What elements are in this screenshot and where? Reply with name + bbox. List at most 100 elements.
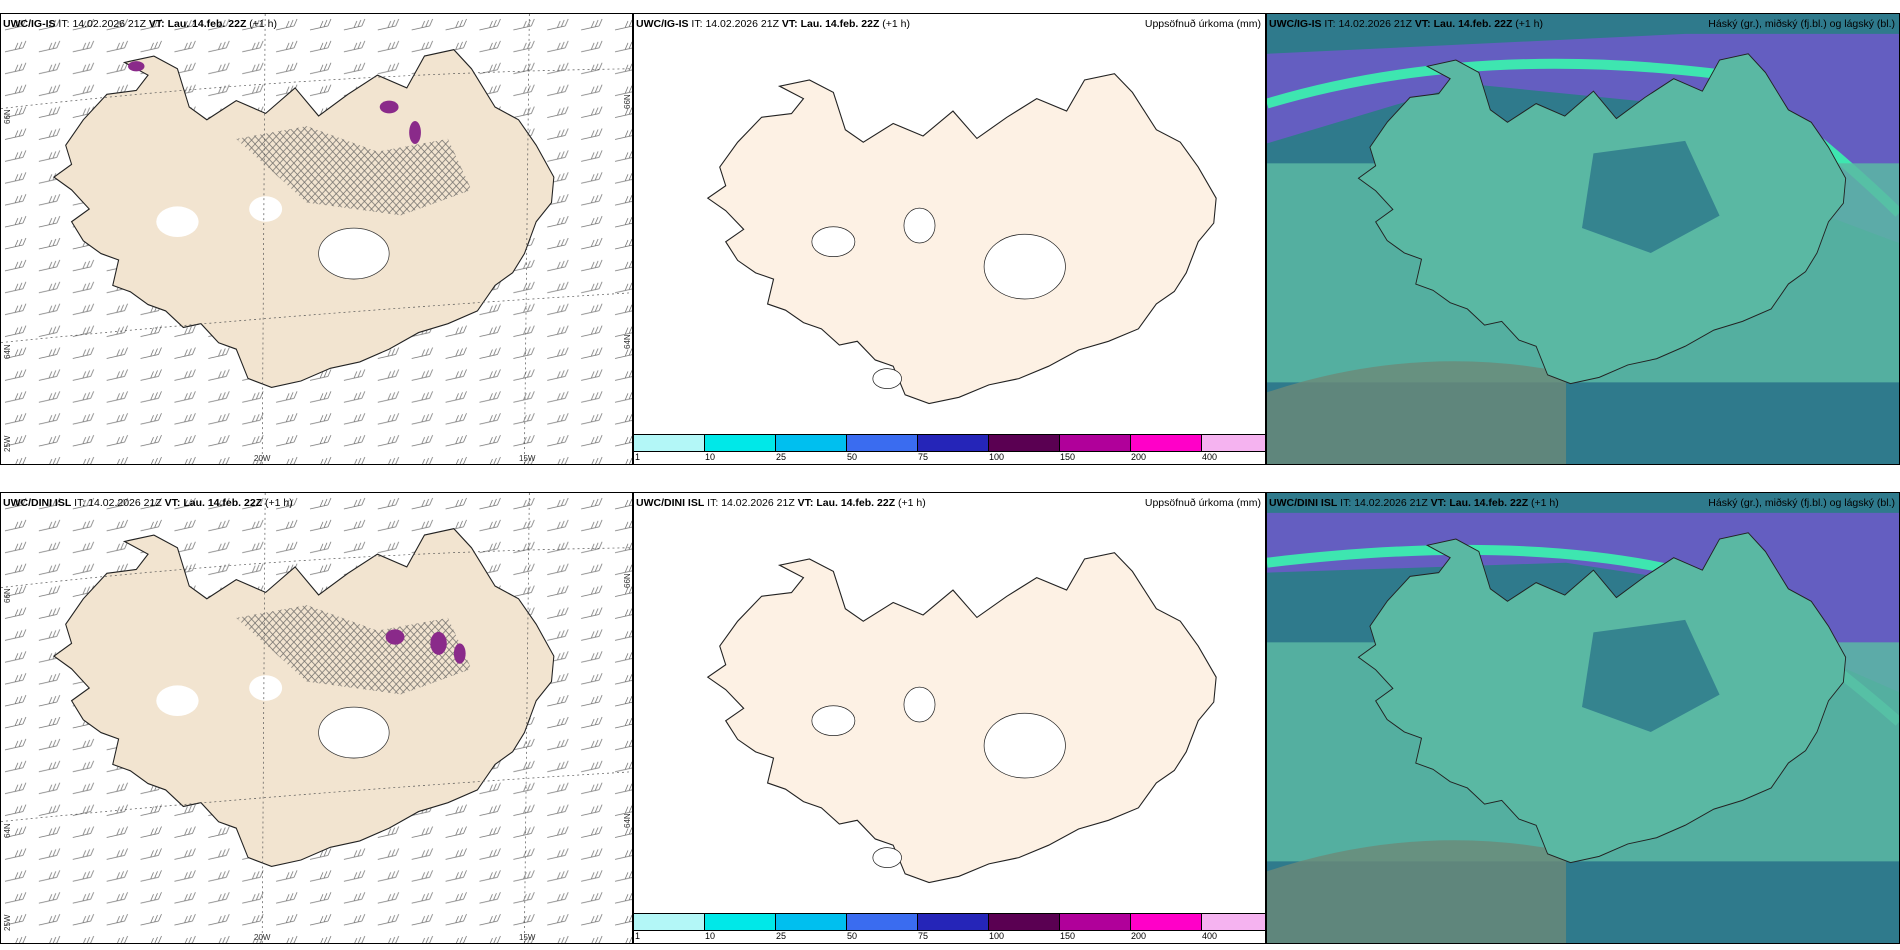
cb-label: 400: [1202, 452, 1218, 462]
model-name: UWC/DINI ISL: [3, 497, 72, 509]
panel-header: UWC/IG-IS IT: 14.02.2026 21Z VT: Lau. 14…: [1269, 18, 1543, 30]
cb-swatch: [1060, 914, 1131, 930]
lead-time: (+1 h): [898, 497, 926, 509]
cb-swatch: [1131, 435, 1202, 451]
accumulated-precip-panel-row2: UWC/DINI ISL IT: 14.02.2026 21Z VT: Lau.…: [633, 492, 1266, 944]
map-canvas: [707, 73, 1217, 405]
cb-label: 75: [918, 931, 929, 941]
field-title: Háský (gr.), miðský (fj.bl.) og lágský (…: [1708, 18, 1895, 30]
cb-label: 10: [705, 452, 716, 462]
cb-label: 50: [847, 931, 858, 941]
wind-precip-panel-row2: UWC/DINI ISL IT: 14.02.2026 21Z VT: Lau.…: [0, 492, 633, 944]
lead-time: (+1 h): [265, 497, 293, 509]
valid-time: VT: Lau. 14.feb. 22Z: [1414, 18, 1513, 30]
cb-label: 10: [705, 931, 716, 941]
it-label: IT:: [691, 18, 703, 30]
it-label: IT:: [1324, 18, 1336, 30]
cb-swatch: [776, 435, 847, 451]
cb-label: 200: [1131, 452, 1147, 462]
model-name: UWC/DINI ISL: [636, 497, 705, 509]
cb-swatch: [705, 914, 776, 930]
lat-label-66-east: 66N: [623, 573, 632, 588]
map-canvas: [1267, 14, 1899, 464]
precip-colorbar: [634, 913, 1265, 931]
cb-swatch: [705, 435, 776, 451]
cb-label: 100: [989, 452, 1005, 462]
cb-swatch: [1060, 435, 1131, 451]
cb-swatch: [1131, 914, 1202, 930]
init-time: 14.02.2026 21Z: [705, 18, 779, 30]
panel-header: UWC/IG-IS IT: 14.02.2026 21Z VT: Lau. 14…: [636, 18, 910, 30]
init-time: 14.02.2026 21Z: [1338, 18, 1412, 30]
cb-swatch: [989, 435, 1060, 451]
iceland-landmass: [707, 552, 1217, 884]
cb-label: 100: [989, 931, 1005, 941]
panel-header: UWC/DINI ISL IT: 14.02.2026 21Z VT: Lau.…: [1269, 497, 1559, 509]
cb-swatch: [847, 435, 918, 451]
cb-label: 25: [776, 931, 787, 941]
panel-header: UWC/IG-IS IT: 14.02.2026 21Z VT: Lau. 14…: [3, 18, 277, 30]
lon-label-20: 20W: [254, 454, 271, 463]
lead-time: (+1 h): [249, 18, 278, 30]
precip-colorbar: [634, 434, 1265, 452]
init-time: 14.02.2026 21Z: [72, 18, 146, 30]
map-canvas: [1, 493, 632, 943]
cb-label: 1: [635, 452, 641, 462]
it-label: IT:: [707, 497, 719, 509]
init-time: 14.02.2026 21Z: [721, 497, 795, 509]
lat-label-66-east: 66N: [623, 94, 632, 109]
cb-label: 150: [1060, 452, 1076, 462]
lon-label-20: 20W: [254, 933, 271, 942]
init-time: 14.02.2026 21Z: [1354, 497, 1428, 509]
panel-header: UWC/DINI ISL IT: 14.02.2026 21Z VT: Lau.…: [636, 497, 926, 509]
model-name: UWC/IG-IS: [636, 18, 689, 30]
lead-time: (+1 h): [882, 18, 911, 30]
cb-swatch: [918, 914, 989, 930]
it-label: IT:: [74, 497, 86, 509]
model-name: UWC/IG-IS: [3, 18, 56, 30]
iceland-landmass: [707, 73, 1217, 405]
cb-label: 200: [1131, 931, 1147, 941]
map-canvas: [1267, 493, 1899, 943]
init-time: 14.02.2026 21Z: [88, 497, 162, 509]
panel-header: UWC/DINI ISL IT: 14.02.2026 21Z VT: Lau.…: [3, 497, 293, 509]
lon-label-15: 15W: [519, 454, 536, 463]
cb-swatch: [1202, 914, 1265, 930]
cb-swatch: [776, 914, 847, 930]
cb-label: 25: [776, 452, 787, 462]
model-name: UWC/IG-IS: [1269, 18, 1322, 30]
cb-label: 1: [635, 931, 641, 941]
valid-time: VT: Lau. 14.feb. 22Z: [1430, 497, 1529, 509]
accumulated-precip-panel-row1: UWC/IG-IS IT: 14.02.2026 21Z VT: Lau. 14…: [633, 13, 1266, 465]
lon-label-25: 25W: [3, 914, 12, 931]
lead-time: (+1 h): [1531, 497, 1559, 509]
map-canvas: [1, 14, 632, 464]
model-name: UWC/DINI ISL: [1269, 497, 1338, 509]
lon-label-25: 25W: [3, 435, 12, 452]
valid-time: VT: Lau. 14.feb. 22Z: [148, 18, 247, 30]
valid-time: VT: Lau. 14.feb. 22Z: [797, 497, 896, 509]
lead-time: (+1 h): [1515, 18, 1544, 30]
wind-precip-panel-row1: UWC/IG-IS IT: 14.02.2026 21Z VT: Lau. 14…: [0, 13, 633, 465]
map-canvas: [707, 552, 1217, 884]
field-title: Háský (gr.), miðský (fj.bl.) og lágský (…: [1708, 497, 1895, 509]
lat-label-66: 66N: [3, 109, 12, 124]
valid-time: VT: Lau. 14.feb. 22Z: [781, 18, 880, 30]
cb-label: 400: [1202, 931, 1218, 941]
lat-label-64: 64N: [3, 823, 12, 838]
lat-label-64-east: 64N: [623, 334, 632, 349]
cb-swatch: [1202, 435, 1265, 451]
cb-swatch: [634, 435, 705, 451]
field-title: Uppsöfnuð úrkoma (mm): [1144, 18, 1261, 30]
cloud-cover-panel-row1: UWC/IG-IS IT: 14.02.2026 21Z VT: Lau. 14…: [1266, 13, 1900, 465]
cb-label: 50: [847, 452, 858, 462]
cb-label: 75: [918, 452, 929, 462]
cb-swatch: [989, 914, 1060, 930]
lat-label-64: 64N: [3, 344, 12, 359]
cb-swatch: [847, 914, 918, 930]
valid-time: VT: Lau. 14.feb. 22Z: [164, 497, 263, 509]
lat-label-66: 66N: [3, 588, 12, 603]
it-label: IT:: [1340, 497, 1352, 509]
it-label: IT:: [58, 18, 70, 30]
lon-label-15: 15W: [519, 933, 536, 942]
